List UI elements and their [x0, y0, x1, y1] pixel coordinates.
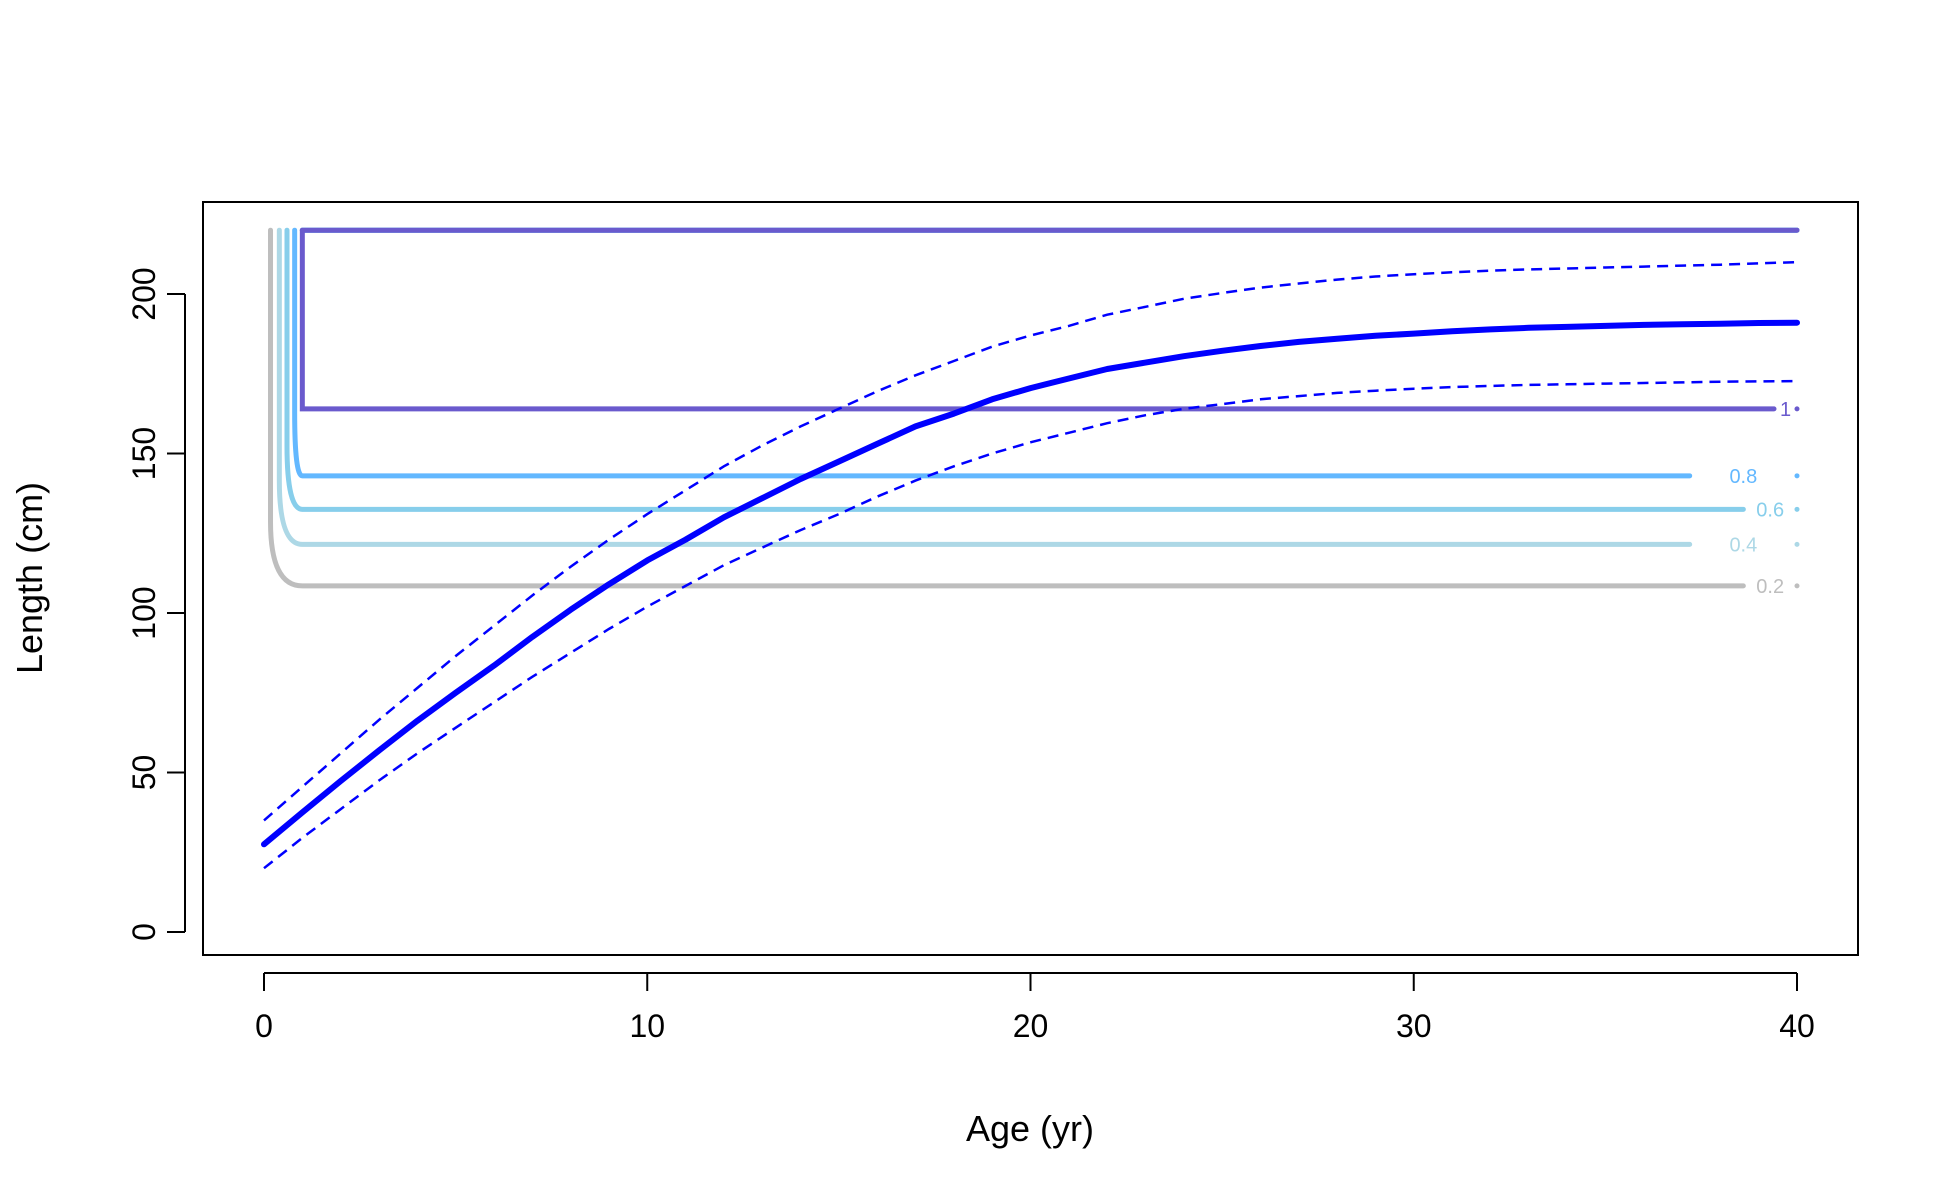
x-tick-label: 0	[255, 1008, 273, 1044]
contour-label: 0.2	[1756, 576, 1784, 598]
x-tick-label: 20	[1013, 1008, 1049, 1044]
upper-interval-line	[263, 260, 1798, 822]
y-tick-label: 0	[126, 923, 162, 941]
contour-lines: 0.2 0.4 0.6 0.8 1	[268, 227, 1800, 598]
contour-label: 0.6	[1756, 499, 1784, 521]
x-axis: 0 10 20 30 40	[255, 972, 1815, 1044]
growth-curves	[261, 260, 1800, 870]
contour-line-0.8	[292, 227, 1800, 479]
y-tick-label: 100	[126, 586, 162, 639]
x-tick-label: 10	[629, 1008, 665, 1044]
y-axis: 0 50 100 150 200	[126, 267, 186, 941]
y-axis-title: Length (cm)	[9, 482, 50, 674]
y-tick-label: 150	[126, 427, 162, 480]
contour-label: 1	[1780, 399, 1791, 421]
x-tick-label: 40	[1779, 1008, 1815, 1044]
lower-interval-line	[263, 379, 1798, 870]
contour-line-1	[299, 227, 1800, 412]
y-tick-label: 200	[126, 267, 162, 320]
x-axis-title: Age (yr)	[966, 1108, 1094, 1149]
contour-label: 0.8	[1729, 466, 1757, 488]
plot-frame	[202, 201, 1859, 956]
y-tick-label: 50	[126, 755, 162, 791]
contour-label: 0.4	[1729, 534, 1757, 556]
mean-growth-line	[261, 319, 1800, 848]
contour-line-0.6	[284, 227, 1800, 512]
x-tick-label: 30	[1396, 1008, 1432, 1044]
